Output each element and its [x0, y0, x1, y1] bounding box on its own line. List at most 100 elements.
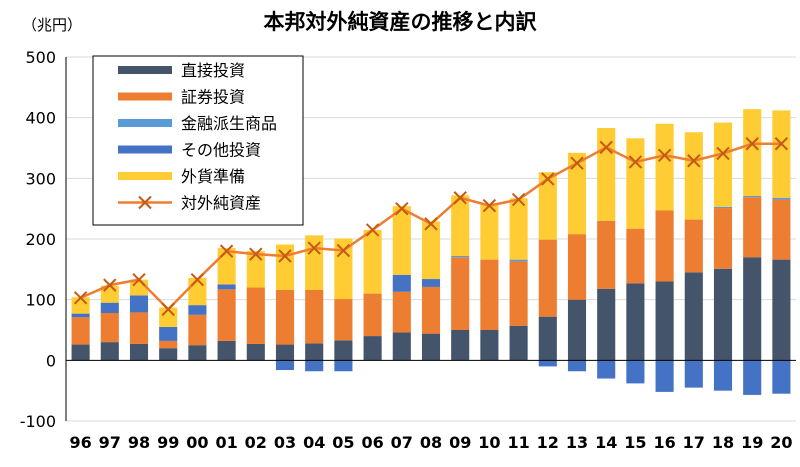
x-tick-label: 16: [653, 433, 675, 452]
y-tick-label: 200: [25, 230, 56, 249]
bar-segment: [217, 289, 236, 341]
x-tick-label: 19: [741, 433, 763, 452]
bar-segment: [713, 122, 733, 207]
line-point: [307, 241, 321, 255]
bar-segment: [363, 293, 382, 337]
x-tick-label: 96: [69, 433, 91, 452]
bar-segment: [334, 238, 353, 300]
y-axis-unit: （兆円）: [22, 16, 83, 34]
x-axis-ticks: 96 97 98 99 00 01 02 03 04 05 06 07 08 09 10 11 12 13 14 15…: [69, 433, 792, 452]
bar-segment: [713, 268, 733, 361]
net-assets-line: [73, 137, 789, 317]
bar-segment: [71, 344, 90, 361]
line-point: [628, 155, 643, 169]
bar-segment: [334, 360, 353, 372]
bar-segment: [509, 259, 528, 262]
x-tick-label: 07: [391, 433, 413, 452]
bar-segment: [334, 340, 353, 361]
bar-segment: [743, 197, 762, 258]
x-tick-label: 13: [566, 433, 588, 452]
x-tick-label: 10: [478, 433, 500, 452]
legend-item: 金融派生商品: [118, 114, 277, 133]
bar-segment: [480, 203, 499, 260]
legend-item: その他投資: [118, 141, 261, 160]
line-point: [219, 244, 234, 258]
bar-segment: [713, 208, 733, 269]
line-point: [249, 247, 263, 261]
line-point: [365, 223, 380, 237]
bar-segment: [655, 281, 674, 361]
bar-segment: [246, 251, 265, 288]
bar-segment: [363, 229, 382, 294]
bar-segment: [246, 343, 265, 361]
y-tick-label: 300: [25, 169, 56, 188]
line-point: [190, 272, 205, 287]
bar-segment: [421, 279, 441, 287]
bar-segment: [217, 284, 236, 290]
bar-segment: [567, 299, 587, 361]
bar-segment: [305, 235, 324, 290]
legend-label: 外貨準備: [181, 167, 245, 186]
bar-segment: [159, 307, 178, 327]
line-point: [687, 154, 701, 168]
bar-segment: [275, 344, 295, 361]
line-point: [716, 146, 730, 161]
bar-segment: [772, 110, 791, 198]
bar-segment: [392, 332, 411, 361]
bar-segment: [188, 277, 207, 306]
bar-segment: [626, 228, 645, 284]
line-point: [73, 291, 88, 305]
bar-segment: [159, 348, 178, 361]
bar-segment: [684, 219, 703, 273]
line-point: [541, 172, 555, 186]
x-tick-label: 98: [128, 433, 150, 452]
chart-title: 本邦対外純資産の推移と内訳: [263, 10, 537, 34]
bar-segment: [305, 289, 324, 344]
line-point: [599, 140, 613, 155]
bar-segment: [451, 255, 470, 258]
bar-segment: [305, 343, 324, 361]
legend-label: 直接投資: [181, 61, 245, 80]
bar-segment: [275, 244, 295, 290]
line-point: [132, 272, 146, 287]
bar-segment: [567, 234, 587, 300]
bar-segment: [421, 286, 441, 334]
bar-segment: [275, 289, 295, 345]
bar-segment: [71, 313, 90, 318]
bar-segment: [159, 340, 178, 349]
y-tick-label: 100: [25, 291, 56, 310]
bar-segment: [713, 206, 733, 209]
bar-segment: [597, 360, 616, 379]
bar-segment: [305, 360, 324, 372]
y-tick-label: 500: [25, 48, 56, 67]
bar-segment: [363, 336, 382, 361]
bar-segment: [509, 198, 528, 260]
bar-segment: [538, 316, 557, 361]
bar-segment: [655, 210, 674, 282]
line-point: [336, 243, 351, 258]
bar-segment: [451, 257, 470, 330]
bar-segment: [217, 340, 236, 361]
y-tick-label: 0: [46, 351, 56, 370]
bar-segment: [538, 239, 557, 317]
bar-segment: [684, 360, 703, 388]
line-point: [395, 201, 409, 216]
bar-segment: [246, 287, 265, 344]
bar-segment: [538, 360, 557, 367]
bar-segment: [626, 138, 645, 229]
bar-segment: [538, 172, 557, 240]
x-tick-label: 05: [332, 433, 354, 452]
legend-item: 外貨準備: [118, 167, 245, 186]
x-tick-label: 02: [245, 433, 267, 452]
bar-segment: [626, 283, 645, 361]
bar-segment: [334, 299, 353, 341]
legend-item: 証券投資: [118, 88, 245, 107]
y-axis-ticks: -100 0 100 200 300 400 500: [20, 48, 56, 431]
legend-label: その他投資: [181, 141, 261, 160]
legend-item: 対外純資産: [118, 194, 261, 213]
bar-segment: [100, 342, 119, 361]
bar-segment: [772, 197, 791, 200]
bar-segment: [480, 330, 499, 361]
